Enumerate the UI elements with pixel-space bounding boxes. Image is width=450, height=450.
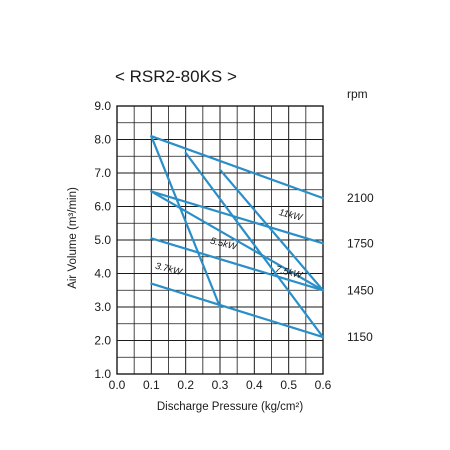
- y-tick-label: 5.0: [94, 233, 111, 247]
- x-tick-label: 0.4: [246, 378, 263, 392]
- power-label-3-7kW: 3.7kW: [154, 261, 184, 278]
- rpm-curve-1450: [150, 237, 325, 292]
- x-tick-label: 0.5: [280, 378, 297, 392]
- x-tick-label: 0.6: [315, 378, 332, 392]
- rpm-curve-1150: [150, 282, 325, 339]
- rpm-label-1150: 1150: [347, 330, 373, 344]
- y-tick-label: 7.0: [94, 166, 111, 180]
- rpm-label-1450: 1450: [347, 283, 374, 297]
- rpm-curve-1750: [150, 190, 325, 245]
- rpm-curve-2100: [150, 135, 325, 200]
- power-label-11kW: 11kW: [278, 207, 305, 224]
- x-tick-label: 0.3: [212, 378, 229, 392]
- y-axis-ticks: 1.0 2.0 3.0 4.0 5.0 6.0 7.0 8.0 9.0: [94, 99, 111, 381]
- plot-frame: [116, 105, 324, 375]
- series-lines: [150, 135, 325, 339]
- y-tick-label: 2.0: [94, 334, 111, 348]
- y-tick-label: 6.0: [94, 200, 111, 214]
- y-axis-label: Air Volume (m³/min): [67, 187, 79, 289]
- chart-title: < RSR2-80KS >: [115, 67, 237, 86]
- x-tick-label: 0.0: [109, 378, 126, 392]
- y-tick-label: 8.0: [94, 133, 111, 147]
- power-curve-5-5kW: [184, 151, 325, 339]
- y-tick-label: 9.0: [94, 99, 111, 113]
- y-tick-label: 1.0: [94, 367, 111, 381]
- rpm-unit-label: rpm: [347, 87, 368, 101]
- x-axis-label: Discharge Pressure (kg/cm²): [157, 401, 304, 413]
- x-axis-ticks: 0.0 0.1 0.2 0.3 0.4 0.5 0.6: [109, 378, 332, 392]
- grid-lines: [116, 105, 324, 375]
- y-tick-label: 4.0: [94, 267, 111, 281]
- rpm-label-1750: 1750: [347, 236, 374, 250]
- y-tick-label: 3.0: [94, 300, 111, 314]
- power-curve-11kW: [150, 190, 325, 292]
- power-curve-3-7kW: [150, 135, 222, 309]
- power-curve-7-5kW: [218, 168, 325, 292]
- x-tick-label: 0.1: [143, 378, 160, 392]
- rpm-label-2100: 2100: [347, 191, 374, 205]
- x-tick-label: 0.2: [177, 378, 194, 392]
